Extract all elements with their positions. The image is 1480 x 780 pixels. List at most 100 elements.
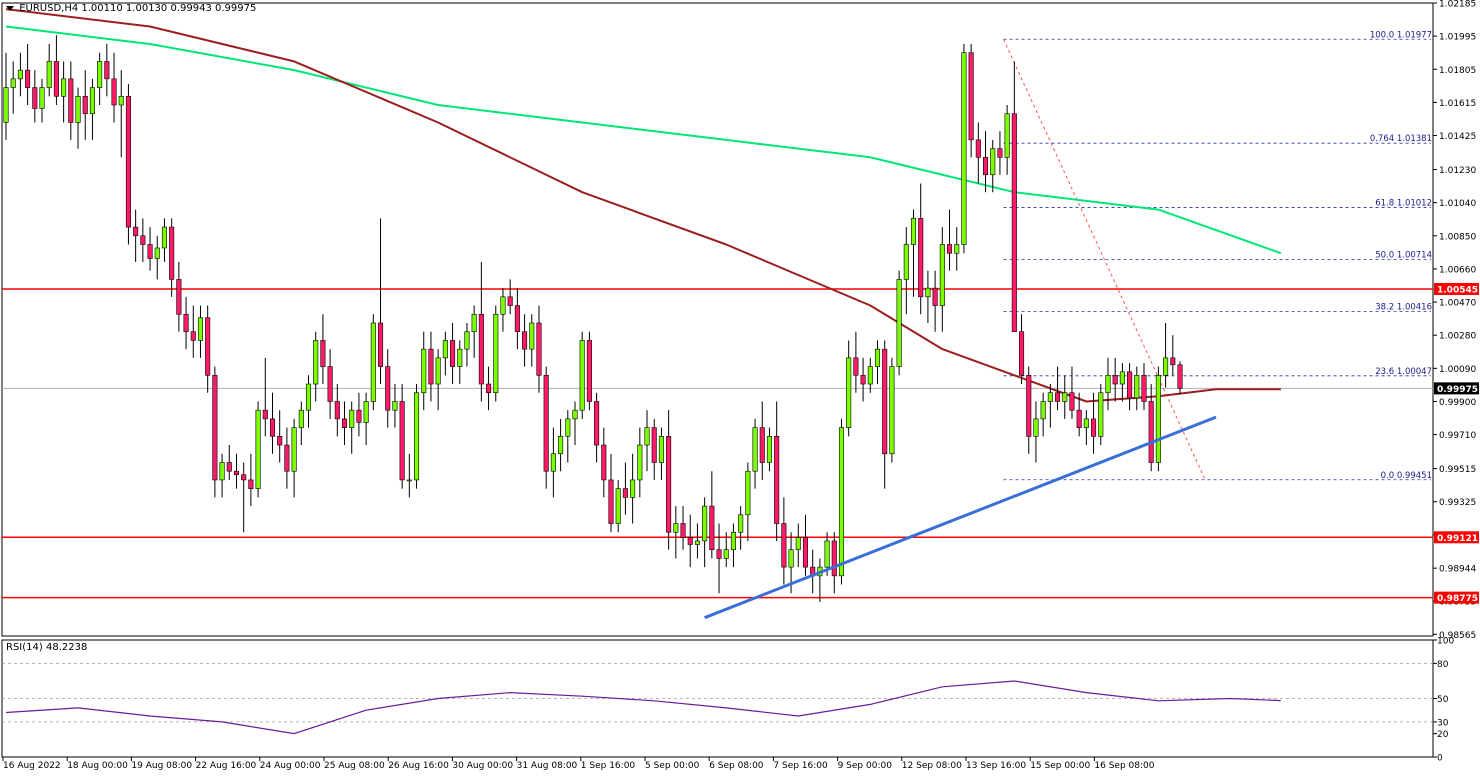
candle — [39, 78, 45, 123]
candle-body — [197, 317, 203, 341]
fibonacci-retracement: 100.0 1.01977 0.764 1.01381 61.8 1.01012 50… — [1003, 30, 1432, 481]
candle-body — [421, 348, 427, 394]
candle-body — [709, 505, 715, 550]
candle — [1119, 363, 1125, 402]
candle-body — [176, 279, 182, 315]
candle — [17, 52, 23, 97]
candle-body — [500, 296, 506, 315]
price-tick-label: 1.01615 — [1439, 99, 1476, 109]
candle — [118, 70, 124, 158]
time-tick-label: 15 Sep 00:00 — [1030, 761, 1090, 771]
candle — [104, 43, 110, 97]
candle-body — [39, 87, 45, 109]
candle-body — [493, 313, 499, 394]
candle — [903, 227, 909, 315]
rsi-label: RSI(14) — [6, 642, 43, 653]
candle — [774, 401, 780, 541]
candle — [637, 427, 643, 498]
fib-level-label: 50.0 1.00714 — [1375, 251, 1432, 261]
candle — [716, 523, 722, 594]
candle — [1163, 322, 1169, 388]
candle-body — [450, 340, 456, 367]
fib-level-label: 23.6 1.00047 — [1375, 367, 1432, 377]
candle — [752, 418, 758, 489]
candle-body — [406, 479, 412, 482]
candle-body — [738, 514, 744, 533]
candle — [651, 418, 657, 480]
candle-body — [975, 139, 981, 158]
candle-body — [32, 87, 38, 109]
candle-body — [1026, 375, 1032, 437]
candle — [860, 357, 866, 402]
candle — [565, 410, 571, 463]
price-tick-label: 0.99515 — [1439, 465, 1476, 475]
candle — [874, 340, 881, 385]
time-tick-label: 24 Aug 00:00 — [260, 761, 321, 771]
candle — [723, 532, 729, 568]
price-tick-label: 1.00470 — [1439, 299, 1476, 309]
candle — [766, 427, 772, 472]
candle — [983, 131, 989, 193]
ascending-trendline — [704, 415, 1217, 620]
price-tick-label: 1.02185 — [1439, 0, 1476, 10]
candle — [961, 43, 967, 254]
candle-body — [997, 148, 1003, 158]
candle — [464, 322, 470, 367]
candle-body — [514, 305, 520, 333]
candle-body — [601, 444, 607, 481]
candle-body — [687, 537, 693, 545]
candle — [1055, 366, 1061, 411]
candle — [867, 357, 873, 393]
candle — [500, 288, 506, 332]
candle — [183, 296, 189, 350]
candle-body — [954, 244, 960, 254]
candle-body — [1148, 401, 1154, 463]
candle-body — [932, 287, 938, 306]
candle-body — [983, 157, 989, 176]
candle — [853, 331, 859, 393]
candle — [1047, 384, 1053, 428]
price-panel-frame — [1, 2, 1434, 637]
candle — [61, 61, 67, 123]
candle — [486, 366, 492, 411]
horizontal-levels — [2, 288, 1433, 599]
candle — [125, 84, 131, 245]
candle — [522, 314, 528, 367]
price-tick-label: 1.00660 — [1439, 265, 1476, 275]
candle — [1127, 363, 1133, 411]
candle-body — [320, 340, 326, 367]
candle-body — [918, 218, 924, 298]
candle — [680, 506, 686, 550]
candle-body — [97, 61, 103, 88]
price-tick-label: 1.00090 — [1439, 365, 1476, 375]
candle — [111, 52, 117, 123]
price-tick-label: 1.01995 — [1439, 33, 1476, 43]
candle-body — [183, 313, 189, 333]
candle — [97, 52, 103, 106]
candle — [284, 427, 290, 489]
fib-level-label: 38.2 1.00416 — [1375, 302, 1432, 312]
candle — [89, 78, 95, 140]
candle — [169, 218, 175, 297]
candle-body — [759, 427, 765, 463]
candle — [946, 209, 953, 271]
candle-body — [838, 427, 845, 577]
candle-body — [75, 95, 81, 123]
candle — [975, 122, 981, 184]
candle-body — [586, 340, 592, 402]
current-price-tag: 0.99975 — [1437, 385, 1478, 395]
candle-body — [53, 61, 59, 97]
candle-body — [680, 523, 686, 538]
candle-body — [1062, 392, 1068, 402]
candle — [356, 392, 362, 437]
candle — [226, 445, 232, 480]
candle — [702, 497, 708, 568]
candle — [745, 462, 751, 541]
candle — [1019, 314, 1025, 385]
time-tick-label: 12 Sep 08:00 — [902, 761, 962, 771]
candle — [1076, 392, 1082, 437]
candle — [608, 453, 614, 533]
candle — [1040, 392, 1046, 437]
candle — [392, 384, 398, 428]
